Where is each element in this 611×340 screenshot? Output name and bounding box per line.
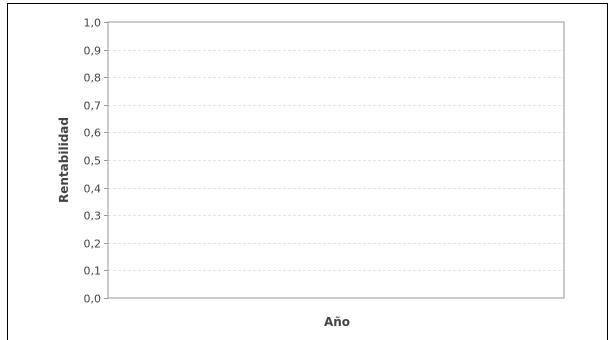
grid-lines	[108, 50, 564, 271]
y-tick-label: 0,2	[84, 238, 102, 251]
y-tick-label: 0,8	[84, 72, 102, 85]
y-tick-label: 0,5	[84, 155, 102, 168]
y-tick-label: 0,9	[84, 45, 102, 58]
y-axis-ticks: 0,0 0,1 0,2 0,3 0,4 0,5 0,6 0,7 0,8 0,9 1,0	[84, 17, 108, 306]
x-axis-title: Año	[324, 315, 350, 329]
y-tick-label: 0,6	[84, 127, 102, 140]
y-tick-label: 0,4	[84, 183, 102, 196]
y-tick-label: 0,7	[84, 100, 102, 113]
chart-frame	[7, 3, 608, 340]
y-tick-label: 1,0	[84, 17, 102, 30]
y-tick-label: 0,0	[84, 293, 102, 306]
y-axis-title: Rentabilidad	[57, 117, 71, 203]
y-tick-label: 0,3	[84, 210, 102, 223]
y-tick-label: 0,1	[84, 265, 102, 278]
